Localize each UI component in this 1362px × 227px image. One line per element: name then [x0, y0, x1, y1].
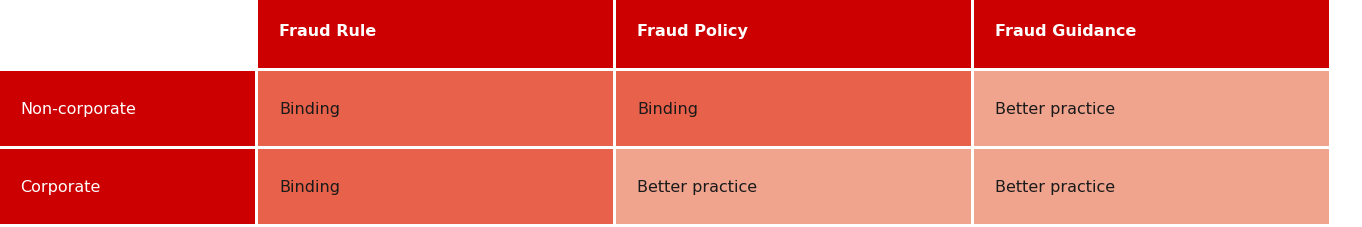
Bar	[616, 72, 971, 146]
Text: Corporate: Corporate	[20, 179, 101, 194]
Text: Better practice: Better practice	[996, 101, 1115, 116]
Text: Non-corporate: Non-corporate	[20, 101, 136, 116]
Text: Fraud Policy: Fraud Policy	[637, 24, 748, 39]
Text: Better practice: Better practice	[996, 179, 1115, 194]
Bar	[257, 72, 613, 146]
Bar	[616, 149, 971, 224]
Bar	[974, 0, 1329, 69]
Text: Fraud Guidance: Fraud Guidance	[996, 24, 1137, 39]
Text: Binding: Binding	[279, 101, 340, 116]
Bar	[616, 0, 971, 69]
Bar	[257, 149, 613, 224]
Bar	[0, 149, 255, 224]
Text: Binding: Binding	[637, 101, 699, 116]
Bar	[974, 72, 1329, 146]
Bar	[0, 72, 255, 146]
Bar	[974, 149, 1329, 224]
Text: Fraud Rule: Fraud Rule	[279, 24, 376, 39]
Text: Better practice: Better practice	[637, 179, 757, 194]
Bar	[257, 0, 613, 69]
Text: Binding: Binding	[279, 179, 340, 194]
